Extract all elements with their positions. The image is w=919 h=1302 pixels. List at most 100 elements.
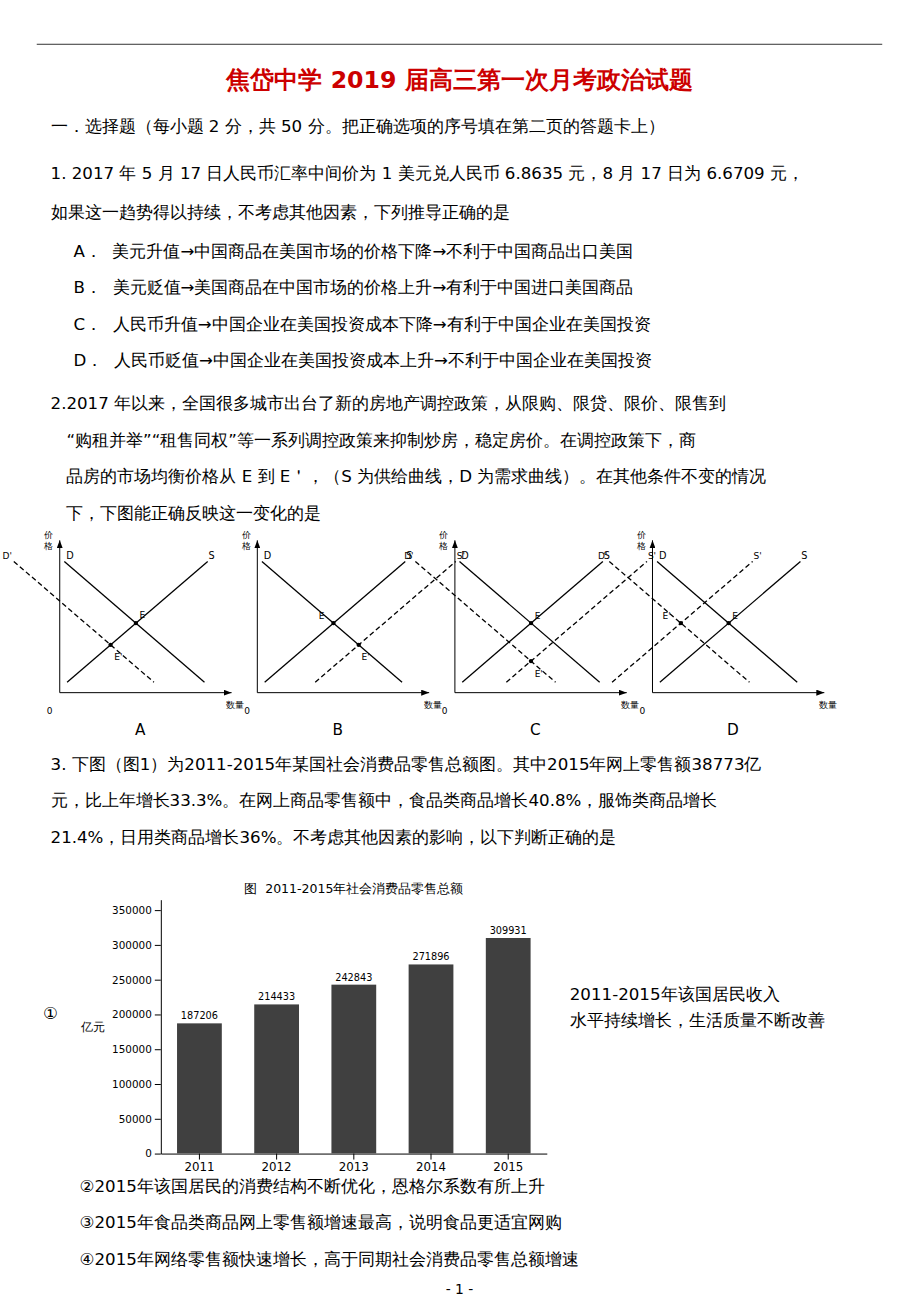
bars bbox=[177, 938, 531, 1154]
curve-label: D' bbox=[404, 551, 413, 561]
y-tick-label: 0 bbox=[145, 1147, 152, 1159]
y-tick: 50000 bbox=[119, 1113, 161, 1125]
axis-label: 数量 bbox=[226, 700, 244, 710]
demand-curve bbox=[657, 561, 797, 682]
origin-label: 0 bbox=[244, 706, 250, 716]
x-tick-mark bbox=[276, 1154, 277, 1160]
demand-curve bbox=[64, 561, 204, 682]
shifted-supply-curve bbox=[315, 561, 456, 682]
page-title: 焦岱中学 2019 届高三第一次月考政治试题 bbox=[225, 66, 692, 94]
diagram-label: D bbox=[727, 721, 739, 739]
y-tick-mark bbox=[155, 1084, 161, 1085]
x-tick: 2015 bbox=[493, 1154, 523, 1174]
curve-label: D bbox=[264, 550, 271, 561]
top-rule bbox=[37, 44, 882, 45]
bar bbox=[331, 985, 376, 1154]
x-tick-label: 2011 bbox=[184, 1160, 214, 1174]
y-tick-mark bbox=[155, 1014, 161, 1015]
y-tick-mark bbox=[155, 945, 161, 946]
option-text: 水平持续增长，生活质量不断改善 bbox=[570, 1011, 825, 1030]
x-tick-label: 2014 bbox=[416, 1160, 446, 1174]
axis-label: 数量 bbox=[424, 700, 442, 710]
y-tick-label: 350000 bbox=[112, 904, 152, 916]
curve-label: D' bbox=[598, 551, 607, 561]
price-axis bbox=[59, 540, 60, 692]
x-tick: 2012 bbox=[262, 1154, 292, 1174]
origin-label: 0 bbox=[47, 706, 53, 716]
curve-label: E' bbox=[662, 611, 670, 621]
y-tick: 300000 bbox=[112, 939, 161, 951]
y-tick-mark bbox=[155, 1154, 161, 1155]
question-text: 3. 下图（图1）为2011-2015年某国社会消费品零售总额图。其中2015年… bbox=[51, 755, 762, 774]
demand-curve bbox=[460, 561, 600, 682]
equilibrium-point bbox=[529, 659, 533, 663]
supply-curve bbox=[265, 561, 406, 682]
question-text: 如果这一趋势得以持续，不考虑其他因素，下列推导正确的是 bbox=[51, 203, 510, 222]
x-tick: 2011 bbox=[184, 1154, 214, 1174]
equilibrium-point bbox=[108, 643, 112, 647]
price-axis bbox=[652, 540, 653, 692]
bar bbox=[409, 964, 454, 1153]
y-tick-label: 200000 bbox=[112, 1008, 152, 1020]
shifted-supply-curve bbox=[612, 561, 753, 682]
option-text: B． 美元贬值→美国商品在中国市场的价格上升→有利于中国进口美国商品 bbox=[74, 278, 634, 297]
y-tick: 0 bbox=[145, 1147, 161, 1159]
y-tick-mark bbox=[155, 1049, 161, 1050]
equilibrium-point bbox=[529, 621, 533, 625]
y-axis: 0 50000 100000 150000 200000 250000 300000 3500… bbox=[112, 900, 161, 1159]
data-label: 214433 bbox=[258, 991, 295, 1002]
x-tick-label: 2015 bbox=[493, 1160, 523, 1174]
y-axis-line bbox=[161, 900, 162, 1154]
equilibrium-point bbox=[134, 621, 138, 625]
curve-label: E bbox=[732, 611, 738, 621]
quantity-axis bbox=[652, 692, 824, 693]
y-tick-label: 250000 bbox=[112, 974, 152, 986]
curve-label: E bbox=[140, 610, 146, 620]
option-text: A． 美元升值→中国商品在美国市场的价格下降→不利于中国商品出口美国 bbox=[74, 242, 634, 261]
shifted-supply-curve bbox=[506, 561, 647, 682]
axis-label: 数量 bbox=[621, 700, 639, 710]
data-label: 309931 bbox=[490, 925, 527, 936]
x-tick: 2013 bbox=[339, 1154, 369, 1174]
x-tick-mark bbox=[353, 1154, 354, 1160]
question-text: 21.4%，日用类商品增长36%。不考虑其他因素的影响，以下判断正确的是 bbox=[51, 828, 617, 847]
curve-label: E bbox=[535, 611, 541, 621]
x-tick: 2014 bbox=[416, 1154, 446, 1174]
supply-curve bbox=[660, 561, 801, 682]
curve-label: D bbox=[66, 550, 73, 561]
x-axis: 2011 2012 2013 2014 2015 bbox=[161, 1154, 547, 1174]
diagram-label: C bbox=[530, 721, 541, 739]
page-number: - 1 - bbox=[446, 1281, 474, 1297]
equilibrium-point bbox=[679, 621, 683, 625]
y-tick-label: 100000 bbox=[112, 1078, 152, 1090]
x-tick-mark bbox=[199, 1154, 200, 1160]
y-tick-mark bbox=[155, 1119, 161, 1120]
y-tick-label: 50000 bbox=[119, 1113, 152, 1125]
demand-curve bbox=[262, 561, 402, 682]
price-axis bbox=[454, 540, 455, 692]
option-marker: ① bbox=[43, 1004, 58, 1023]
curve-label: D bbox=[461, 550, 468, 561]
y-tick: 150000 bbox=[112, 1043, 161, 1055]
bar bbox=[254, 1004, 299, 1153]
question-text: 下，下图能正确反映这一变化的是 bbox=[51, 504, 322, 523]
y-tick: 100000 bbox=[112, 1078, 161, 1090]
question-text: 元，比上年增长33.3%。在网上商品零售额中，食品类商品增长40.8%，服饰类商… bbox=[51, 791, 718, 810]
axis-label: 价格 bbox=[438, 530, 448, 551]
question-text: 品房的市场均衡价格从 E 到 E＇，（S 为供给曲线，D 为需求曲线）。在其他条… bbox=[51, 467, 767, 486]
option-text: ②2015年该国居民的消费结构不断优化，恩格尔系数有所上升 bbox=[69, 1177, 545, 1196]
axis-label: 价格 bbox=[241, 530, 251, 551]
y-tick: 350000 bbox=[112, 904, 161, 916]
chart-title: 图 2011-2015年社会消费品零售总额 bbox=[244, 881, 463, 896]
origin-label: 0 bbox=[442, 706, 448, 716]
curve-label: E' bbox=[535, 669, 543, 679]
shifted-demand-curve bbox=[415, 561, 555, 682]
quantity-axis bbox=[257, 692, 429, 693]
y-tick-label: 300000 bbox=[112, 939, 152, 951]
equilibrium-point bbox=[331, 621, 335, 625]
data-label: 242843 bbox=[335, 972, 372, 983]
y-tick-label: 150000 bbox=[112, 1043, 152, 1055]
y-axis-title: 亿元 bbox=[80, 1020, 105, 1034]
question-text: “购租并举”“租售同权”等一系列调控政策来抑制炒房，稳定房价。在调控政策下，商 bbox=[51, 431, 696, 450]
quantity-axis bbox=[455, 692, 627, 693]
